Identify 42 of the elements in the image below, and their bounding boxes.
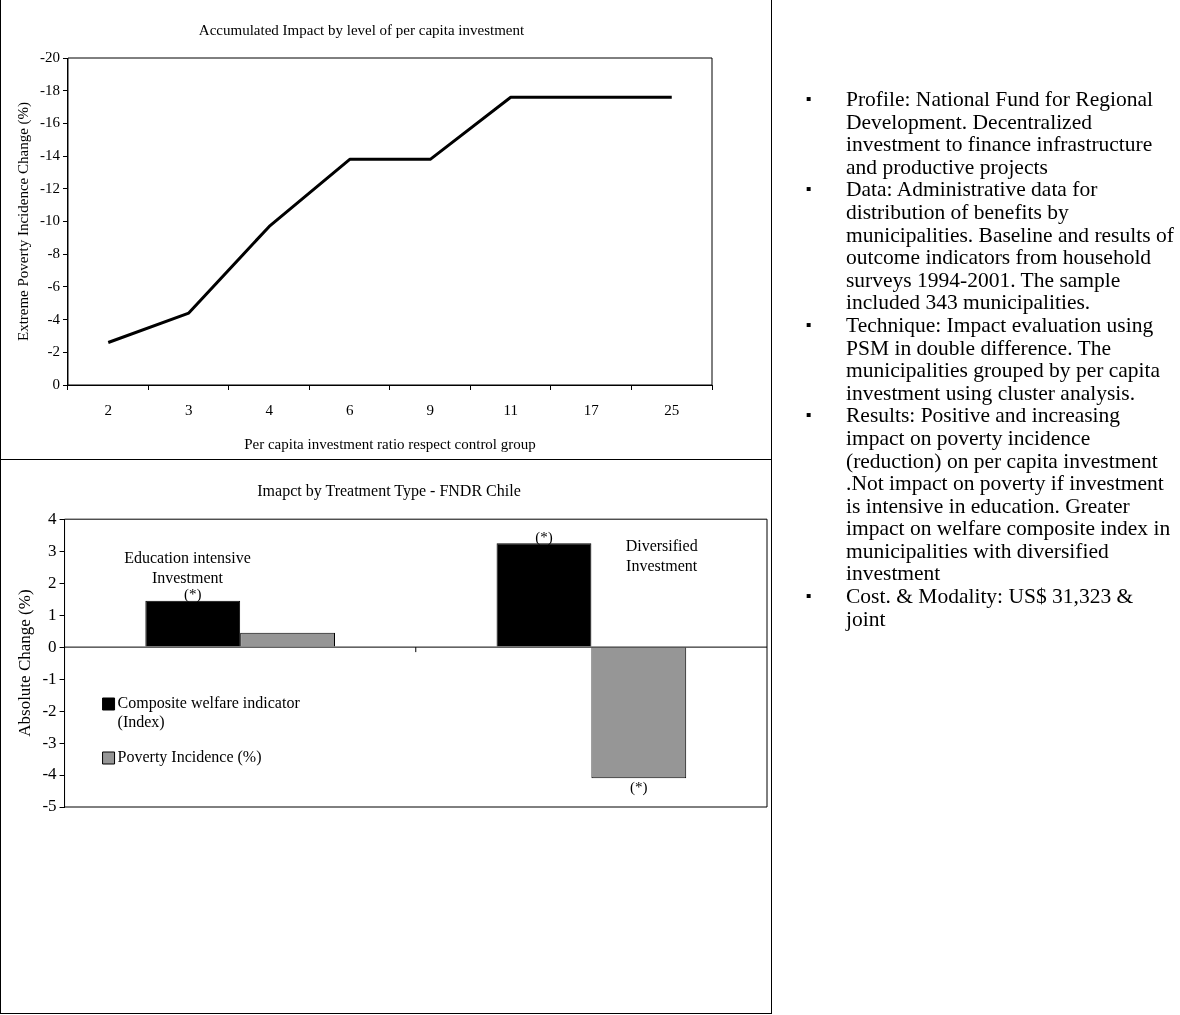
y-tick-label: -10 (40, 212, 60, 229)
y-tick-label: -5 (42, 796, 57, 816)
text: ▪ Profile: National Fund for Regional Development. Decentralized investment to finance infrastructure and productive projects (805, 87, 1153, 179)
x-tick-label: 25 (664, 401, 680, 418)
x-tick-label: Diversified Investment (625, 537, 698, 575)
y-tick-label: 0 (52, 375, 60, 392)
y-tick-label: 1 (48, 604, 57, 624)
y-tick-label: -20 (40, 48, 60, 65)
y-tick-label: 2 (48, 572, 57, 592)
chart-title: Imapct by Treatment Type - FNDR Chile (257, 481, 521, 500)
y-tick-label: -2 (42, 700, 57, 720)
y-tick-label: -1 (42, 668, 57, 688)
x-tick-label: 9 (426, 401, 434, 418)
y-tick-label: -6 (47, 277, 61, 294)
y-tick-label: -12 (40, 179, 60, 196)
x-tick-label: Education intensive Investment (124, 549, 251, 587)
legend-label: Poverty Incidence (%) (117, 748, 262, 767)
annotation: (*) (184, 586, 202, 604)
y-tick-label: -4 (42, 764, 58, 784)
text: ▪ Cost. & Modality: US$ 31,323 & joint (805, 584, 1134, 631)
y-tick-label: -4 (47, 310, 61, 327)
y-tick-label: -14 (40, 147, 61, 164)
y-tick-label: -2 (47, 343, 60, 360)
x-tick-label: 6 (346, 401, 354, 418)
y-tick-label: -18 (40, 81, 60, 98)
chart-title: Accumulated Impact by level of per capita investment (198, 21, 525, 38)
y-tick-label: 0 (48, 636, 57, 656)
y-axis-title: Absolute Change (%) (14, 589, 34, 737)
y-tick-label: -3 (42, 732, 57, 752)
x-tick-label: 3 (185, 401, 193, 418)
y-tick-label: -8 (47, 245, 60, 262)
x-tick-label: 4 (265, 401, 274, 418)
x-axis-title: Per capita investment ratio respect control group (244, 435, 536, 452)
x-tick-label: 11 (503, 401, 518, 418)
x-tick-label: 17 (583, 401, 600, 418)
y-axis-title: Extreme Poverty Incidence Change (%) (14, 101, 32, 342)
legend-label: Composite welfare indicator (Index) (117, 694, 301, 732)
y-tick-label: 4 (48, 508, 58, 528)
annotation: (*) (535, 528, 553, 546)
x-tick-label: 2 (104, 401, 112, 418)
y-tick-label: -16 (40, 114, 61, 131)
annotation: (*) (630, 778, 648, 796)
